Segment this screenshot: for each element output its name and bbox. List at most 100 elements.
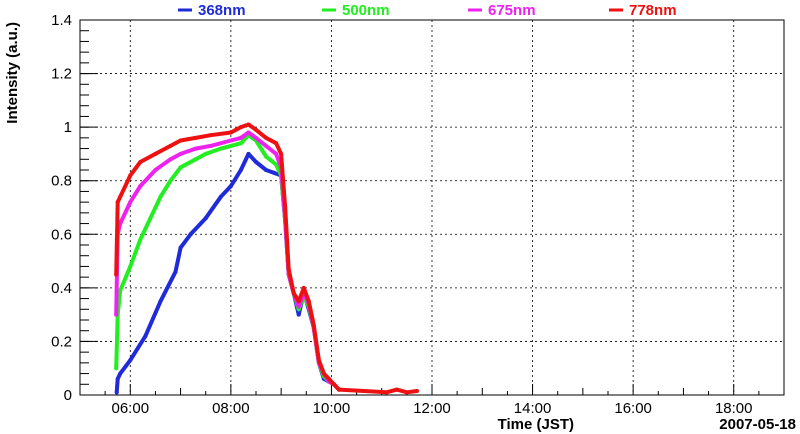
x-tick-label: 12:00 — [413, 400, 451, 417]
data-point — [173, 269, 178, 274]
y-tick-label: 0.4 — [51, 280, 72, 297]
data-point — [264, 154, 269, 159]
x-axis-title: Time (JST) — [498, 416, 574, 433]
data-point — [114, 312, 119, 317]
data-point — [316, 358, 321, 363]
data-point — [118, 194, 123, 199]
legend: 368nm 500nm 675nm 778nm — [178, 2, 677, 19]
data-point — [274, 151, 279, 156]
data-point — [193, 146, 198, 151]
data-point — [193, 135, 198, 140]
data-point — [218, 146, 223, 151]
y-tick-label: 0.8 — [51, 173, 72, 190]
data-point — [238, 135, 243, 140]
data-point — [178, 245, 183, 250]
data-point — [114, 390, 119, 395]
data-point — [168, 178, 173, 183]
series-line — [114, 151, 341, 395]
data-point — [158, 194, 163, 199]
data-point — [203, 216, 208, 221]
data-point — [188, 232, 193, 237]
data-point — [228, 138, 233, 143]
grid — [80, 19, 784, 396]
legend-label: 368nm — [198, 2, 246, 19]
data-point — [153, 168, 158, 172]
series-layer — [114, 122, 419, 395]
data-point — [238, 141, 243, 146]
data-point — [138, 237, 143, 242]
data-point — [291, 291, 296, 296]
series-line — [114, 130, 341, 392]
x-tick-label: 06:00 — [112, 400, 150, 417]
data-point — [279, 151, 284, 156]
y-axis-title: Intensity (a.u.) — [4, 22, 21, 124]
data-point — [331, 382, 336, 387]
data-point — [228, 143, 233, 148]
legend-label: 500nm — [342, 2, 390, 19]
series-500nm — [114, 133, 341, 392]
data-point — [321, 371, 326, 376]
data-point — [326, 376, 331, 381]
data-point — [208, 133, 213, 138]
data-point — [254, 159, 258, 164]
data-point — [208, 143, 213, 148]
axis-ticks: 06:00 08:00 10:00 12:00 14:00 16:00 18:00 0 0.2 0… — [51, 12, 785, 417]
data-point — [283, 205, 288, 210]
data-point — [384, 390, 389, 395]
x-tick-label: 16:00 — [614, 400, 652, 417]
data-point — [168, 157, 173, 162]
data-point — [254, 135, 258, 140]
data-point — [114, 366, 119, 371]
y-tick-label: 1.2 — [51, 66, 72, 83]
legend-label: 778nm — [629, 2, 677, 19]
data-point — [178, 138, 183, 143]
data-point — [138, 159, 143, 164]
data-point — [193, 157, 198, 162]
data-point — [138, 184, 143, 189]
data-point — [178, 151, 183, 156]
y-tick-label: 0.6 — [51, 226, 72, 243]
x-tick-label: 10:00 — [313, 400, 351, 417]
y-tick-label: 1 — [64, 119, 72, 136]
data-point — [128, 358, 133, 363]
data-point — [228, 184, 233, 189]
data-point — [306, 299, 311, 304]
data-point — [246, 130, 251, 135]
x-tick-label: 14:00 — [514, 400, 552, 417]
data-point — [238, 168, 243, 172]
y-tick-label: 0 — [64, 387, 72, 404]
data-point — [264, 135, 269, 140]
series-675nm — [114, 130, 341, 392]
data-point — [336, 387, 341, 392]
data-point — [296, 304, 301, 309]
data-point — [115, 376, 120, 381]
data-point — [153, 151, 158, 156]
x-tick-label: 18:00 — [715, 400, 753, 417]
data-point — [264, 168, 269, 172]
data-point — [114, 272, 119, 277]
data-point — [168, 143, 173, 148]
data-point — [296, 299, 301, 304]
data-point — [246, 151, 251, 156]
y-tick-label: 1.4 — [51, 12, 72, 29]
data-point — [404, 390, 409, 395]
series-368nm — [114, 151, 341, 395]
data-point — [271, 170, 276, 175]
data-point — [274, 141, 279, 146]
data-point — [218, 194, 223, 199]
data-point — [148, 216, 153, 221]
legend-label: 675nm — [488, 2, 536, 19]
y-tick-label: 0.2 — [51, 333, 72, 350]
data-point — [115, 200, 120, 205]
series-778nm — [114, 122, 419, 395]
data-point — [158, 299, 163, 304]
data-point — [301, 285, 306, 290]
data-point — [274, 162, 279, 167]
data-point — [128, 200, 133, 205]
data-point — [296, 312, 301, 317]
data-point — [143, 334, 148, 339]
data-point — [246, 122, 251, 127]
data-point — [394, 387, 399, 392]
data-point — [311, 323, 316, 328]
